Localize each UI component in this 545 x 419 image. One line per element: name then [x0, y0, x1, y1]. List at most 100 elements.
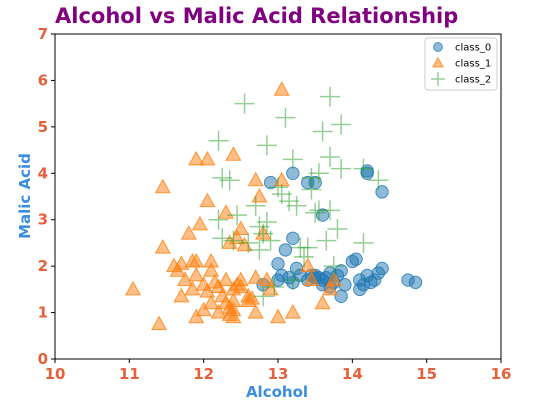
class-1-point: [154, 239, 171, 254]
class-2-point: [282, 149, 303, 170]
y-tick-label: 0: [38, 350, 48, 368]
class-2-point: [227, 205, 248, 226]
class-1-point: [232, 220, 249, 235]
class-2-point: [316, 230, 337, 251]
class-2-point: [301, 167, 322, 188]
class-1-point: [173, 255, 190, 270]
class-2-point: [208, 209, 229, 230]
x-tick-label: 10: [45, 365, 66, 383]
class-1-point: [188, 266, 205, 282]
y-tick-label: 6: [38, 71, 48, 89]
legend-label: class_0: [455, 43, 491, 54]
class-2-point: [308, 163, 329, 184]
class-1-point: [325, 271, 342, 287]
series-class-2: [208, 86, 389, 307]
legend-box: [424, 37, 498, 91]
y-tick-label: 3: [38, 211, 48, 229]
class-2-point: [256, 212, 277, 233]
y-tick-label: 7: [38, 25, 48, 43]
class-0-point: [375, 261, 389, 276]
class-0-point: [278, 243, 293, 257]
class-1-point: [299, 257, 316, 273]
class-2-point: [223, 230, 244, 251]
class-2-point: [294, 246, 315, 267]
class-2-point: [245, 195, 266, 216]
legend-item-class-0: class_0: [433, 42, 491, 54]
class-2-point: [282, 270, 303, 291]
legend-circle-icon: [433, 42, 443, 52]
class-1-point: [247, 304, 264, 319]
x-tick-label: 12: [193, 365, 214, 383]
class-1-point: [199, 150, 216, 166]
class-2-point: [286, 195, 307, 216]
class-2-point: [212, 167, 233, 188]
class-2-point: [279, 191, 300, 212]
class-2-point: [275, 107, 296, 128]
class-1-point: [188, 150, 205, 166]
class-2-point: [327, 219, 348, 239]
legend: class_0 class_1 class_2: [424, 37, 498, 91]
data-points: [125, 81, 423, 331]
chart-title: Alcohol vs Malic Acid Relationship: [55, 4, 458, 28]
x-tick-label: 11: [119, 365, 140, 383]
legend-item-class-2: class_2: [431, 72, 491, 86]
class-1-point: [243, 290, 261, 305]
class-1-point: [125, 280, 142, 296]
class-1-point: [177, 271, 194, 287]
class-1-point: [247, 171, 264, 187]
class-2-point: [368, 170, 389, 191]
class-1-point: [217, 271, 235, 287]
class-1-point: [199, 283, 216, 298]
class-0-point: [271, 257, 285, 271]
class-2-point: [353, 158, 374, 179]
x-tick-label: 13: [268, 365, 289, 383]
class-2-point: [305, 202, 326, 223]
legend-label: class_1: [455, 59, 491, 70]
class-2-point: [312, 121, 333, 142]
class-2-point: [256, 135, 277, 156]
class-1-point: [314, 294, 331, 310]
x-tick-label: 16: [491, 365, 512, 383]
class-2-point: [320, 147, 341, 168]
class-2-point: [260, 230, 281, 251]
y-tick-label: 4: [38, 164, 48, 182]
class-0-point: [334, 289, 348, 304]
class-1-point: [151, 315, 168, 331]
class-2-point: [219, 170, 240, 191]
class-0-point: [408, 275, 423, 290]
class-1-point: [225, 146, 242, 161]
class-2-point: [238, 232, 259, 253]
class-0-point: [286, 231, 300, 245]
class-1-point: [251, 187, 268, 203]
legend-plus-icon: [431, 72, 445, 86]
y-axis-label: Malic Acid: [16, 153, 34, 239]
class-2-point: [234, 93, 255, 114]
class-1-point: [321, 280, 339, 296]
class-2-point: [331, 114, 352, 135]
class-1-point: [225, 308, 242, 324]
class-1-point: [232, 271, 249, 287]
class-2-point: [320, 86, 341, 107]
class-1-point: [269, 308, 287, 324]
legend-label: class_2: [455, 75, 491, 86]
class-2-point: [208, 130, 229, 151]
class-2-point: [331, 158, 352, 179]
x-tick-label: 14: [342, 365, 363, 383]
class-2-point: [320, 200, 341, 221]
x-tick-label: 15: [416, 365, 437, 383]
class-1-point: [284, 304, 301, 319]
class-1-point: [191, 215, 208, 231]
class-2-point: [212, 228, 233, 249]
class-2-point: [323, 256, 344, 277]
legend-item-class-1: class_1: [432, 56, 491, 70]
class-0-point: [334, 264, 348, 278]
class-1-point: [203, 262, 220, 277]
class-2-point: [297, 237, 318, 258]
y-tick-label: 2: [38, 257, 48, 275]
class-1-point: [199, 192, 216, 208]
class-1-point: [210, 304, 227, 319]
legend-triangle-icon: [432, 56, 444, 68]
class-0-point: [353, 282, 367, 297]
